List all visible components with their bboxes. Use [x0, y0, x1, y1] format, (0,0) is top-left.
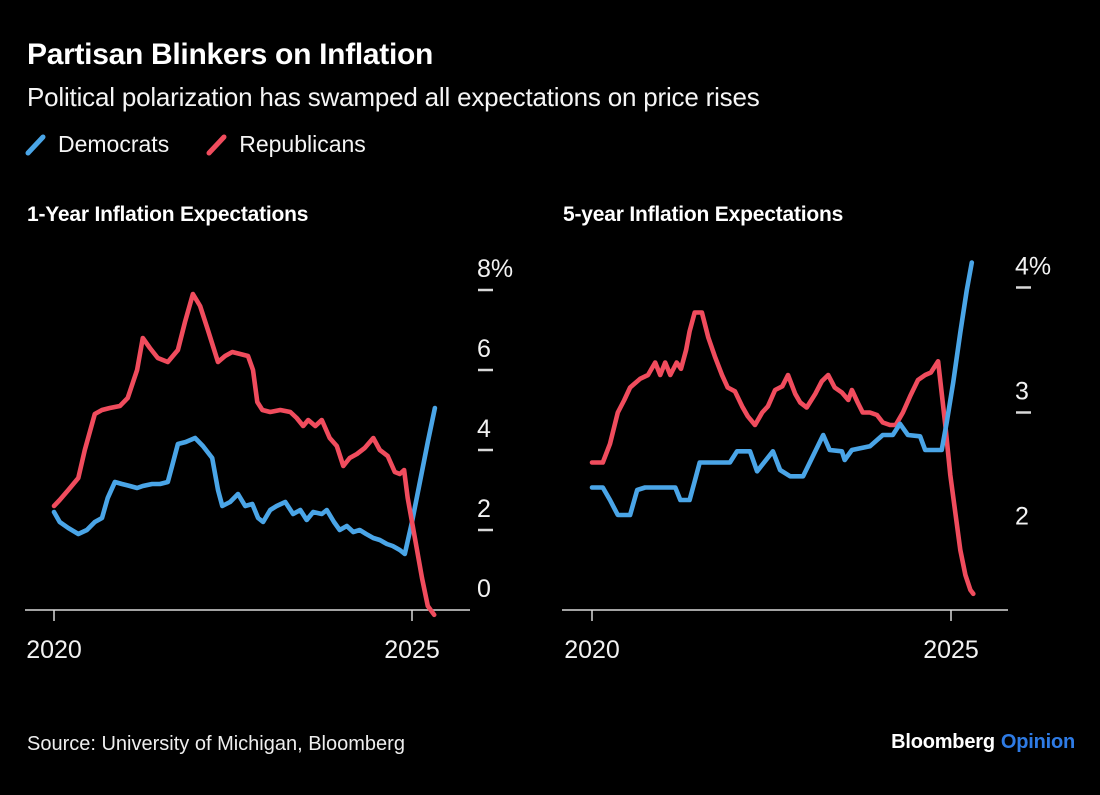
y-tick-label: 4%: [1015, 253, 1051, 281]
page-title: Partisan Blinkers on Inflation: [27, 38, 434, 71]
x-tick-label: 2020: [26, 636, 82, 664]
y-tick-label: 0: [477, 575, 491, 603]
opinion-wordmark: Opinion: [1000, 731, 1075, 753]
legend-label-republicans: Republicans: [239, 131, 366, 157]
y-tick-label: 8%: [477, 255, 513, 283]
legend-item-democrats: Democrats: [24, 131, 169, 158]
x-tick-label: 2025: [384, 636, 440, 664]
one-year-chart-title: 1-Year Inflation Expectations: [27, 203, 309, 226]
y-tick-label: 3: [1015, 378, 1029, 406]
legend-item-republicans: Republicans: [205, 131, 366, 158]
x-tick-label: 2020: [564, 636, 620, 664]
bloomberg-wordmark: Bloomberg: [891, 731, 995, 753]
x-tick-label: 2025: [923, 636, 979, 664]
series-line-republicans: [589, 310, 976, 597]
one-year-inflation-chart: 2020 2025 8% 6 4 2 0: [25, 255, 513, 664]
y-tick-label: 6: [477, 335, 491, 363]
page-subtitle: Political polarization has swamped all e…: [27, 82, 760, 112]
series-line-republicans: [51, 291, 437, 618]
five-year-inflation-chart: 2020 2025 4% 3 2: [562, 253, 1051, 664]
bloomberg-opinion-logo: Bloomberg Opinion: [891, 731, 1075, 754]
y-tick-label: 2: [1015, 503, 1029, 531]
y-tick-label: 2: [477, 495, 491, 523]
legend: Democrats Republicans: [24, 131, 388, 158]
source-note: Source: University of Michigan, Bloomber…: [27, 733, 405, 755]
legend-label-democrats: Democrats: [58, 131, 170, 157]
republicans-slash-icon: [206, 134, 227, 155]
democrats-slash-icon: [25, 134, 46, 155]
series-line-democrats: [589, 260, 975, 518]
y-tick-label: 4: [477, 415, 491, 443]
series-line-democrats: [51, 405, 438, 557]
five-year-chart-title: 5-year Inflation Expectations: [563, 203, 844, 226]
